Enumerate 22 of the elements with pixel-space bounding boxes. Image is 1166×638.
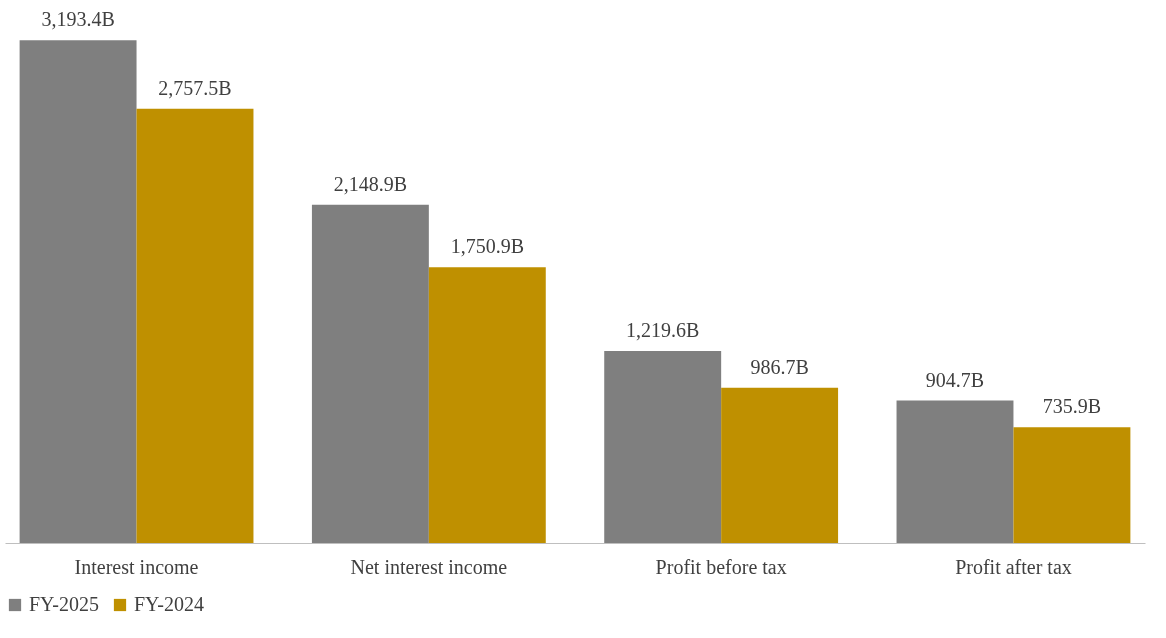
data-label: 1,750.9B xyxy=(450,235,524,258)
data-label: 2,757.5B xyxy=(158,76,232,99)
bar xyxy=(19,40,137,543)
bar xyxy=(311,204,429,543)
data-label: 1,219.6B xyxy=(626,318,700,341)
x-tick-label: Interest income xyxy=(74,555,199,578)
bar xyxy=(136,108,254,543)
x-tick-label: Profit before tax xyxy=(655,555,787,578)
legend-label: FY-2024 xyxy=(134,593,205,615)
x-tick-label: Net interest income xyxy=(350,555,508,578)
data-label: 986.7B xyxy=(750,355,809,378)
data-label: 2,148.9B xyxy=(333,172,408,195)
bar xyxy=(721,387,839,543)
bar xyxy=(896,400,1014,543)
data-label: 3,193.4B xyxy=(41,8,115,31)
x-tick-label: Profit after tax xyxy=(955,555,1072,578)
bar xyxy=(604,350,722,543)
bar xyxy=(428,267,546,543)
data-label: 904.7B xyxy=(925,368,985,391)
data-label: 735.9B xyxy=(1042,395,1102,418)
legend-label: FY-2025 xyxy=(29,593,100,615)
bar xyxy=(1013,427,1131,543)
